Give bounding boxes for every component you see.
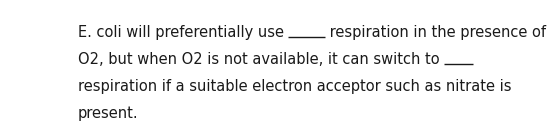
Text: respiration in the presence of: respiration in the presence of <box>325 25 546 40</box>
Text: present.: present. <box>78 106 138 121</box>
Text: respiration if a suitable electron acceptor such as nitrate is: respiration if a suitable electron accep… <box>78 79 511 94</box>
Text: _____: _____ <box>288 25 325 40</box>
Text: E. coli will preferentially use: E. coli will preferentially use <box>78 25 288 40</box>
Text: ____: ____ <box>444 52 473 67</box>
Text: O2, but when O2 is not available, it can switch to: O2, but when O2 is not available, it can… <box>78 52 444 67</box>
